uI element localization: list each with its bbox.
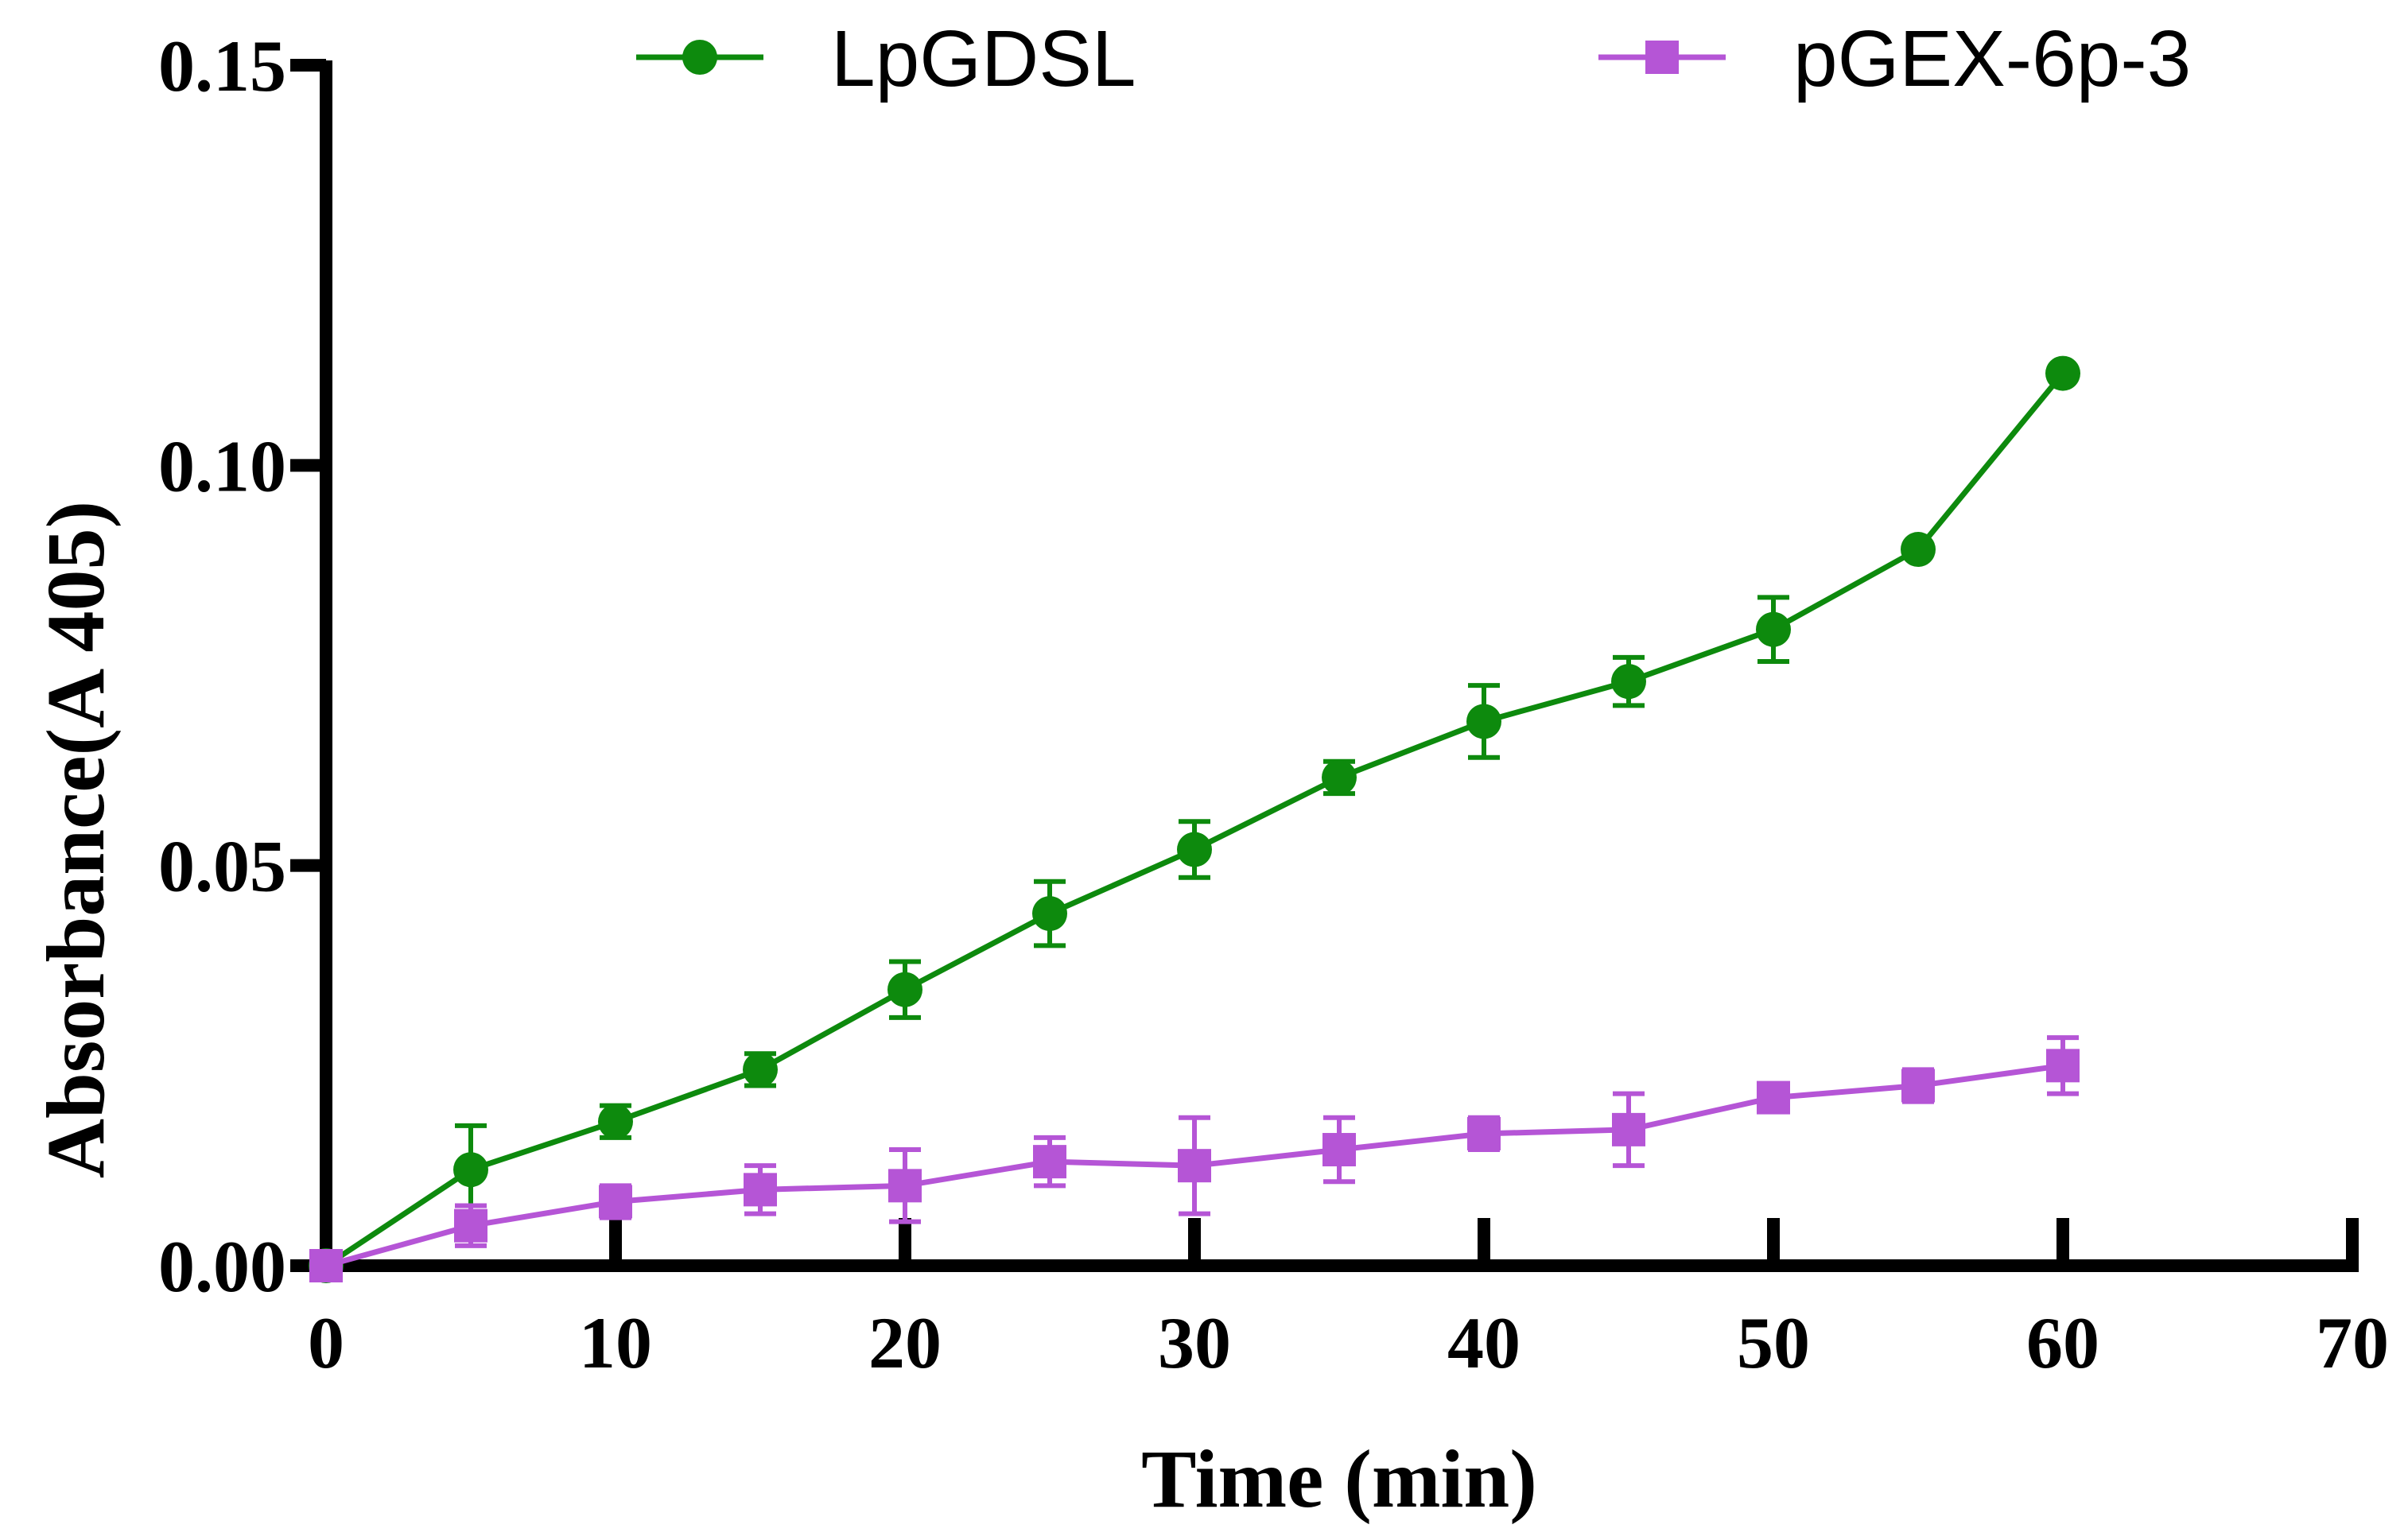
series-LpGDSL [309,355,2080,1283]
x-tick-label: 70 [2316,1302,2389,1383]
y-tick-label: 0.15 [158,25,286,107]
data-point [598,1104,633,1139]
data-point [1467,1116,1501,1150]
x-tick-label: 30 [1158,1302,1231,1383]
data-point [2045,355,2080,391]
x-tick-label: 0 [308,1302,344,1383]
legend-item: LpGDSL [636,14,1136,103]
data-point [1757,1080,1790,1115]
data-point [887,972,922,1007]
data-point [599,1185,632,1219]
data-point [453,1152,488,1188]
x-tick-label: 20 [868,1302,942,1383]
data-point [1612,1112,1645,1146]
data-point [454,1208,487,1243]
series-layer [309,355,2080,1283]
data-point [1177,832,1212,867]
legend-label: LpGDSL [831,14,1136,103]
data-point [1466,704,1501,739]
legend: LpGDSL pGEX-6p-3 [636,14,2191,103]
legend-marker [1645,41,1679,74]
data-point [309,1249,343,1282]
x-tick-label: 40 [1447,1302,1521,1383]
y-axis-title: Absorbance(A 405) [30,501,122,1178]
x-tick-label: 60 [2026,1302,2099,1383]
data-point [1322,1133,1356,1167]
data-point [1901,532,1936,568]
x-axis-title: Time (min) [1141,1433,1537,1525]
data-point [1322,759,1357,795]
series-pGEX-6p-3 [309,1035,2080,1282]
legend-marker [682,40,717,75]
data-point [743,1052,778,1088]
data-point [888,1169,922,1203]
y-tick-label: 0.00 [158,1226,286,1307]
data-point [1756,611,1791,647]
data-point [1901,1069,1935,1103]
legend-label: pGEX-6p-3 [1793,14,2191,103]
axes: 0.00 0.05 0.10 0.15 0 10 20 30 40 50 60 70 [158,25,2389,1383]
data-point [1611,664,1646,700]
x-tick-label: 10 [579,1302,652,1383]
data-point [1032,896,1067,932]
x-tick-label: 50 [1737,1302,1810,1383]
y-tick-label: 0.05 [158,826,286,907]
legend-item: pGEX-6p-3 [1598,14,2191,103]
data-point [744,1173,777,1207]
y-tick-label: 0.10 [158,425,286,506]
data-point [1033,1145,1066,1179]
data-point [2046,1049,2080,1083]
data-point [1178,1149,1211,1183]
